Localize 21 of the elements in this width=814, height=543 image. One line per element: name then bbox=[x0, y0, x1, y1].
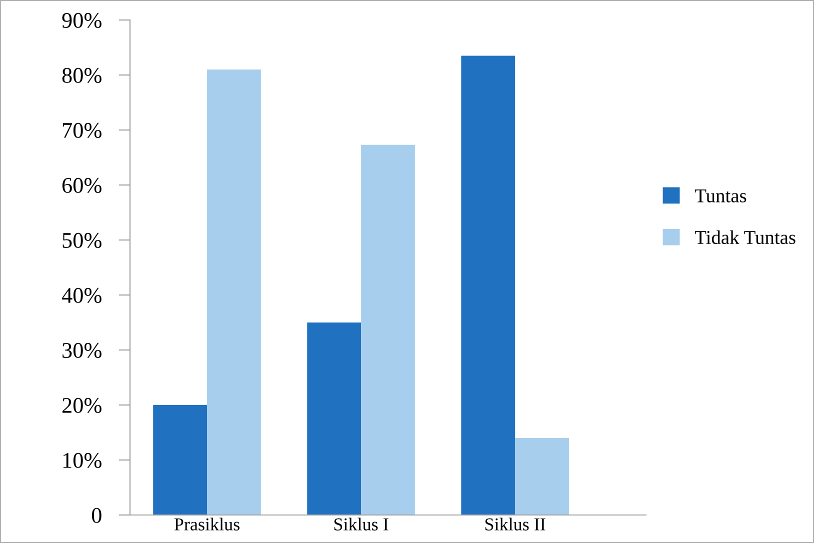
x-tick-label: Siklus II bbox=[485, 518, 546, 530]
legend-label: Tuntas bbox=[694, 189, 746, 202]
bar bbox=[461, 56, 516, 515]
y-tick-label: 20% bbox=[62, 398, 102, 413]
bar bbox=[207, 70, 261, 515]
bar bbox=[515, 438, 569, 515]
y-tick-label: 40% bbox=[62, 288, 102, 303]
x-tick-label: Prasiklus bbox=[174, 518, 240, 530]
bar bbox=[361, 144, 415, 515]
y-tick-label: 0 bbox=[92, 508, 102, 523]
y-tick-label: 80% bbox=[62, 68, 102, 83]
y-tick-label: 60% bbox=[62, 178, 102, 193]
bar bbox=[153, 405, 208, 515]
y-tick-label: 10% bbox=[63, 452, 102, 468]
y-tick-label: 30% bbox=[62, 342, 102, 358]
legend-label: Tidak Tuntas bbox=[694, 230, 796, 244]
y-tick-label: 90% bbox=[62, 12, 102, 28]
bar bbox=[307, 322, 362, 515]
y-tick-label: 70% bbox=[62, 122, 102, 138]
y-tick-label: 50% bbox=[62, 232, 102, 248]
x-tick-label: Siklus I bbox=[334, 518, 388, 530]
